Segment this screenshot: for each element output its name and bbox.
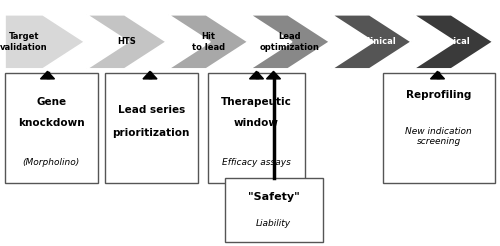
FancyBboxPatch shape — [105, 73, 198, 183]
Text: Lead series: Lead series — [118, 105, 185, 115]
FancyBboxPatch shape — [382, 73, 495, 183]
Text: Clinical: Clinical — [436, 37, 470, 46]
Text: Lead
optimization: Lead optimization — [260, 32, 320, 51]
Text: Therapeutic: Therapeutic — [221, 97, 292, 107]
Polygon shape — [86, 15, 166, 69]
FancyBboxPatch shape — [225, 178, 322, 242]
Text: HTS: HTS — [117, 37, 136, 46]
Text: New indication
screening: New indication screening — [406, 127, 472, 146]
Text: Liability: Liability — [256, 219, 292, 228]
Text: Hit
to lead: Hit to lead — [192, 32, 224, 51]
Text: knockdown: knockdown — [18, 118, 84, 127]
Polygon shape — [143, 71, 157, 79]
FancyBboxPatch shape — [5, 73, 98, 183]
Polygon shape — [5, 15, 84, 69]
Polygon shape — [332, 15, 411, 69]
Text: Gene: Gene — [36, 97, 66, 107]
Text: Reprofiling: Reprofiling — [406, 91, 471, 100]
Polygon shape — [414, 15, 493, 69]
Text: Efficacy assays: Efficacy assays — [222, 158, 290, 167]
Text: "Safety": "Safety" — [248, 192, 300, 202]
Text: prioritization: prioritization — [112, 128, 190, 138]
Polygon shape — [430, 71, 444, 79]
Polygon shape — [168, 15, 248, 69]
Polygon shape — [266, 71, 280, 79]
Text: (Morpholino): (Morpholino) — [22, 158, 80, 167]
Polygon shape — [40, 71, 54, 79]
Polygon shape — [250, 71, 264, 79]
Text: Preclinical: Preclinical — [346, 37, 397, 46]
Text: Target
validation: Target validation — [0, 32, 48, 51]
FancyBboxPatch shape — [208, 73, 305, 183]
Polygon shape — [250, 15, 330, 69]
Text: window: window — [234, 118, 279, 127]
